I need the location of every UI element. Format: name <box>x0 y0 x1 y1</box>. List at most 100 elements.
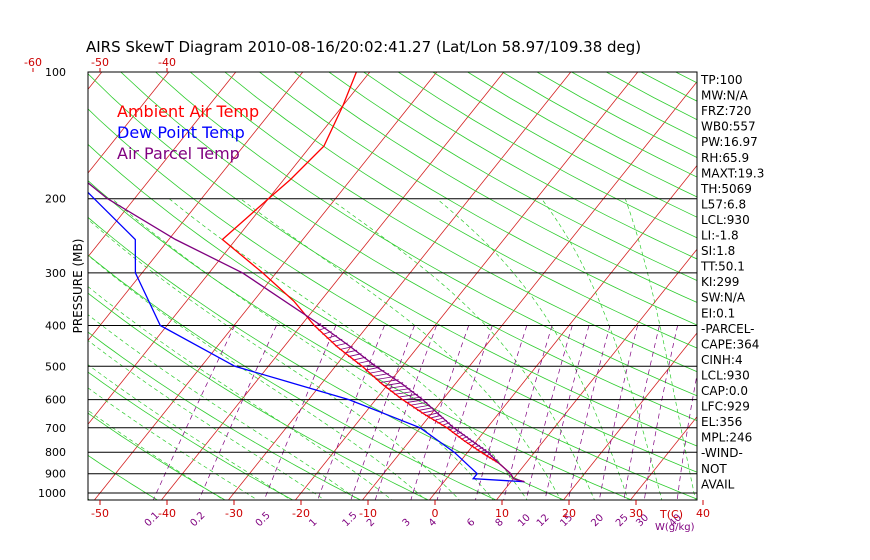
moist-adiabat-line <box>88 387 258 500</box>
dry-adiabat-line <box>397 72 697 239</box>
isotherm-line <box>94 72 438 500</box>
sounding-index-item: LI:-1.8 <box>701 229 739 243</box>
isotherm-line <box>228 72 572 500</box>
mixing-ratio-tick-label: 6 <box>465 517 477 529</box>
cape-hatch-line <box>394 391 415 395</box>
bottom-temp-tick-label: -20 <box>292 507 310 520</box>
sounding-index-item: WB0:557 <box>701 120 756 134</box>
sounding-index-item: RH:65.9 <box>701 151 749 165</box>
mixing-ratio-tick-label: 10 <box>516 512 533 529</box>
mixing-ratio-line <box>598 325 638 500</box>
dry-adiabat-line <box>120 72 697 422</box>
cape-hatch-line <box>405 399 425 404</box>
isotherm-line <box>429 164 697 500</box>
sounding-index-item: -PARCEL- <box>701 322 755 336</box>
mixing-ratio-axis-label: W(g/kg) <box>655 522 695 533</box>
ambient-air-temp-profile <box>221 72 525 483</box>
isotherm-line <box>161 72 505 500</box>
mixing-ratio-line <box>436 325 493 500</box>
bottom-temp-tick-label: -10 <box>359 507 377 520</box>
mixing-ratio-line <box>525 325 573 500</box>
cape-hatch-line <box>417 407 433 412</box>
moist-adiabat-line <box>541 198 663 500</box>
isotherm-line <box>831 72 870 500</box>
chart-title: AIRS SkewT Diagram 2010-08-16/20:02:41.2… <box>86 38 641 56</box>
top-temp-tick-label: -60 <box>24 56 42 69</box>
isotherm-line <box>630 416 697 500</box>
mixing-ratio-line <box>568 325 611 500</box>
moist-adiabat-line <box>111 198 494 500</box>
sounding-index-item: FRZ:720 <box>701 104 751 118</box>
bottom-temp-tick-label: 20 <box>562 507 576 520</box>
mixing-ratio-line <box>676 372 697 500</box>
sounding-index-item: SW:N/A <box>701 291 746 305</box>
mixing-ratio-tick-label: 1.5 <box>341 510 360 529</box>
moist-adiabat-line <box>240 198 562 500</box>
dry-adiabat-line <box>88 143 697 500</box>
dry-adiabat-line <box>88 371 294 500</box>
bottom-temp-tick-label: 30 <box>629 507 643 520</box>
dry-adiabat-line <box>155 72 697 397</box>
mixing-ratio-tick-label: 3 <box>401 517 413 529</box>
pressure-tick-label: 300 <box>45 267 66 280</box>
dry-adiabat-line <box>88 331 362 500</box>
sounding-index-item: NOT <box>701 462 727 476</box>
cape-hatch-line <box>401 396 422 401</box>
mixing-ratio-tick-label: 0.2 <box>188 510 207 529</box>
sounding-index-item: CAP:0.0 <box>701 384 748 398</box>
pressure-tick-label: 1000 <box>38 487 66 500</box>
sounding-index-item: TP:100 <box>700 73 743 87</box>
dry-adiabat-line <box>88 108 697 473</box>
dry-adiabat-line <box>745 72 870 501</box>
isotherm-line <box>88 72 237 258</box>
mixing-ratio-line <box>317 325 385 500</box>
dry-adiabat-line <box>88 180 633 500</box>
moist-adiabat-line <box>88 218 460 500</box>
dry-adiabat-line <box>88 412 226 500</box>
moist-adiabat-line <box>88 254 427 500</box>
sounding-index-item: EI:0.1 <box>701 306 735 320</box>
moist-adiabat-line <box>88 286 393 500</box>
moist-adiabat-line <box>88 409 225 500</box>
sounding-index-item: SI:1.8 <box>701 244 735 258</box>
isotherm-line <box>0 72 35 500</box>
sounding-index-item: LCL:930 <box>701 213 750 227</box>
mixing-ratio-line <box>623 325 660 500</box>
plot-frame <box>87 71 698 501</box>
bottom-temp-tick-label: 40 <box>696 507 710 520</box>
cape-hatch-line <box>386 385 407 389</box>
sounding-index-item: CAPE:364 <box>701 337 759 351</box>
mixing-ratio-line <box>410 325 470 500</box>
pressure-tick-label: 400 <box>45 319 66 332</box>
isotherm-line <box>88 72 170 174</box>
pressure-tick-label: 600 <box>45 394 66 407</box>
dry-adiabat-line <box>88 254 497 500</box>
sounding-index-item: AVAIL <box>701 477 735 491</box>
dry-adiabat-line <box>502 72 697 178</box>
cape-hatch-line <box>397 393 419 398</box>
sounding-index-item: LCL:930 <box>701 368 750 382</box>
mixing-ratio-line <box>643 325 678 500</box>
cape-hatch-line <box>409 402 428 406</box>
cape-hatch-line <box>413 404 431 409</box>
moist-adiabat-line <box>436 198 629 500</box>
sounding-index-item: MW:N/A <box>701 89 749 103</box>
sounding-index-item: TH:5069 <box>700 182 752 196</box>
dry-adiabat-line <box>224 72 697 349</box>
mixing-ratio-line <box>503 325 553 500</box>
sounding-index-item: PW:16.97 <box>701 135 758 149</box>
sounding-index-item: CINH:4 <box>701 353 743 367</box>
sounding-index-item: LFC:929 <box>701 400 750 414</box>
pressure-tick-label: 200 <box>45 193 66 206</box>
isotherm-line <box>362 81 697 500</box>
top-temp-tick-label: -50 <box>91 56 109 69</box>
mixing-ratio-line <box>198 325 277 500</box>
pressure-tick-label: 100 <box>45 66 66 79</box>
dry-adiabat-line <box>432 72 697 218</box>
mixing-ratio-line <box>374 325 437 500</box>
mixing-ratio-line <box>544 325 590 500</box>
isotherm-line <box>496 248 697 500</box>
pressure-tick-label: 700 <box>45 422 66 435</box>
mixing-ratio-line <box>152 325 236 500</box>
